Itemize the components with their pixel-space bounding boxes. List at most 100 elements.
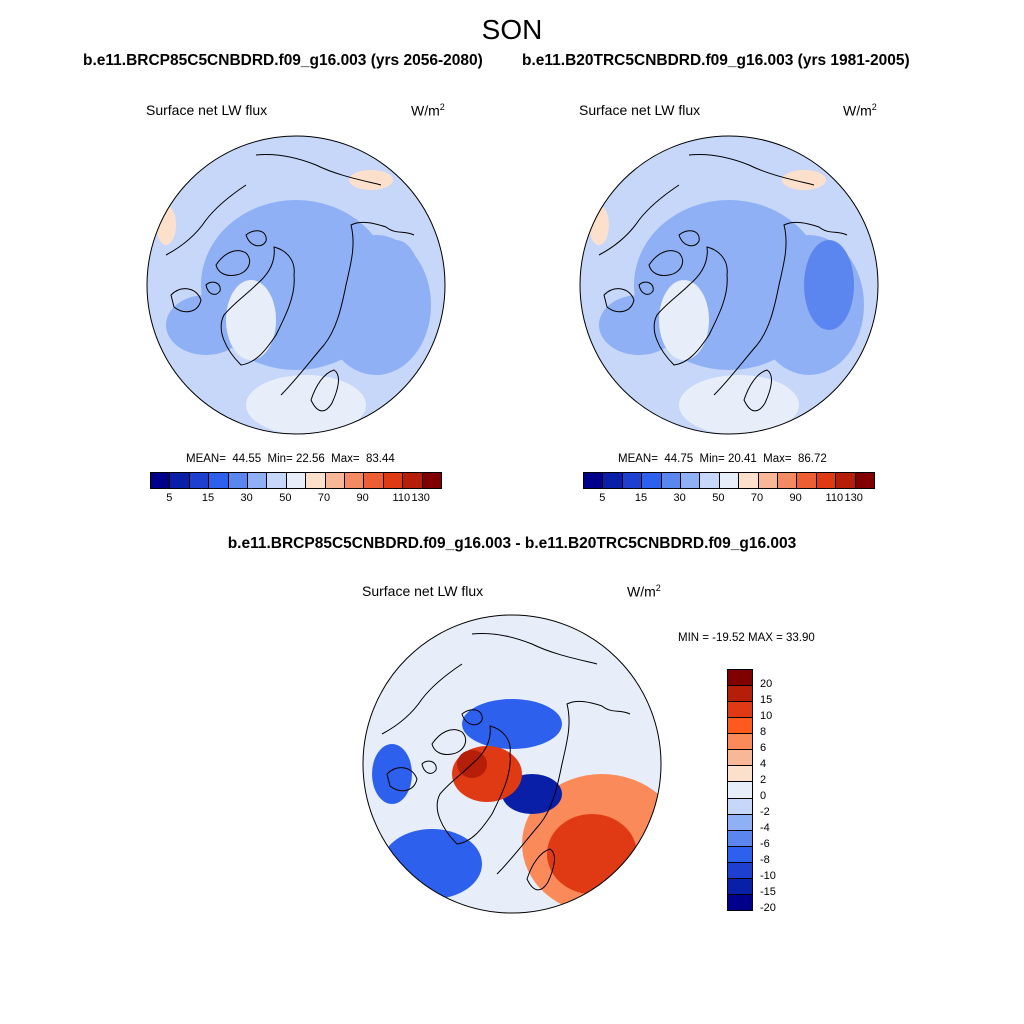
colorbar-swatch (728, 798, 752, 815)
colorbar-swatch (325, 473, 346, 488)
colorbar-swatch (728, 878, 752, 895)
colorbar-swatch (797, 473, 817, 488)
colorbar-swatch (170, 473, 190, 488)
map-border (146, 135, 446, 435)
colorbar-tick-label: 15 (634, 492, 648, 504)
field-canada (599, 295, 679, 355)
map-field (147, 136, 445, 434)
field-atlantic (679, 375, 799, 434)
colorbar-swatch (228, 473, 249, 488)
coastline-north-america (165, 184, 247, 256)
colorbar-tick-label: 110 (825, 492, 844, 504)
colorbar-swatch (719, 473, 740, 488)
colorbar-swatch (758, 473, 779, 488)
colorbar-swatch (345, 473, 365, 488)
colorbar-swatch (816, 473, 837, 488)
field-warm-core (547, 814, 637, 894)
panel1-case-title: b.e11.BRCP85C5CNBDRD.f09_g16.003 (yrs 20… (83, 52, 483, 69)
panel2-case-title: b.e11.B20TRC5CNBDRD.f09_g16.003 (yrs 198… (522, 52, 910, 69)
colorbar-tick-label: -20 (760, 902, 776, 914)
field-warm-patch (156, 205, 176, 245)
colorbar-tick-label: -8 (760, 854, 770, 866)
colorbar-tick-label: -4 (760, 822, 770, 834)
colorbar-tick-label: 70 (317, 492, 331, 504)
coastline-scandinavia (743, 369, 772, 412)
colorbar-tick-label: 50 (279, 492, 292, 504)
field-siberia-core (371, 240, 421, 330)
colorbar-swatch (728, 702, 752, 719)
colorbar-tick-label: -6 (760, 838, 770, 850)
colorbar-tick-label: 5 (599, 492, 606, 504)
colorbar-swatch (778, 473, 798, 488)
colorbar-swatch (728, 814, 752, 831)
colorbar-swatch (603, 473, 623, 488)
colorbar-tick-label: 5 (166, 492, 173, 504)
colorbar-swatch (728, 686, 752, 703)
map-field (363, 615, 661, 913)
coastline-archipelago (421, 709, 483, 774)
panel1-colorbar-ticks: 5 15 30 50 70 90 110 130 (150, 492, 440, 506)
panel1-variable-label: Surface net LW flux (146, 102, 268, 118)
field-greenland (226, 280, 276, 360)
coastline-greenland (436, 725, 511, 845)
coastline-eurasia (713, 221, 848, 396)
colorbar-tick-label: -2 (760, 806, 770, 818)
map-border (362, 614, 662, 914)
colorbar-swatch (622, 473, 643, 488)
colorbar-swatch (728, 782, 752, 799)
colorbar-tick-label: 10 (760, 710, 773, 722)
coastline-north-america (598, 184, 680, 256)
colorbar-swatch (836, 473, 856, 488)
colorbar-swatch (306, 473, 326, 488)
colorbar-swatch (189, 473, 210, 488)
coastline-hudson-bay (386, 767, 418, 792)
colorbar-swatch (728, 750, 752, 767)
colorbar-swatch (855, 473, 875, 488)
coastline-north-america (381, 663, 463, 735)
field-warm-patch (782, 170, 826, 190)
diff-polar-map (362, 614, 662, 914)
colorbar-swatch (728, 846, 752, 863)
diff-units: W/m2 (627, 583, 661, 600)
panel2-colorbar-ticks: 5 15 30 50 70 90 110 130 (583, 492, 873, 506)
coastline-hudson-bay (603, 288, 635, 313)
colorbar-swatch (728, 734, 752, 751)
colorbar-swatch (728, 670, 752, 687)
colorbar-swatch (728, 766, 752, 783)
colorbar-tick-label: 2 (760, 774, 767, 786)
coastline-scandinavia (526, 848, 555, 891)
map-border (579, 135, 879, 435)
colorbar-tick-label: 90 (789, 492, 802, 504)
colorbar-tick-label: 130 (411, 492, 430, 504)
colorbar-tick-label: 15 (760, 694, 773, 706)
colorbar-swatch (383, 473, 404, 488)
colorbar-tick-label: 70 (750, 492, 764, 504)
colorbar-swatch (584, 473, 604, 488)
colorbar-swatch (728, 718, 752, 735)
coastline-bering (471, 633, 598, 665)
field-canada (166, 295, 246, 355)
colorbar-swatch (728, 894, 752, 910)
field-cool-canada (372, 744, 412, 804)
colorbar-tick-label: 30 (240, 492, 253, 504)
colorbar-tick-label: -10 (760, 870, 776, 882)
panel2-colorbar (583, 472, 875, 489)
panel2-variable-label: Surface net LW flux (579, 102, 701, 118)
colorbar-tick-label: 4 (760, 758, 767, 770)
diff-colorbar (727, 669, 753, 911)
panel2-stats: MEAN= 44.75 Min= 20.41 Max= 86.72 (618, 453, 827, 465)
panel1-polar-map (146, 135, 446, 435)
field-cool-atlantic (382, 829, 482, 899)
colorbar-tick-label: 8 (760, 726, 767, 738)
colorbar-tick-label: 110 (392, 492, 411, 504)
coastline-archipelago (205, 230, 267, 295)
colorbar-swatch (661, 473, 682, 488)
colorbar-tick-label: 0 (760, 790, 767, 802)
colorbar-swatch (739, 473, 759, 488)
field-cool-arctic (462, 699, 562, 749)
colorbar-swatch (248, 473, 268, 488)
colorbar-tick-label: 50 (712, 492, 725, 504)
colorbar-tick-label: -15 (760, 886, 776, 898)
diff-minmax: MIN = -19.52 MAX = 33.90 (678, 632, 815, 644)
colorbar-swatch (267, 473, 287, 488)
